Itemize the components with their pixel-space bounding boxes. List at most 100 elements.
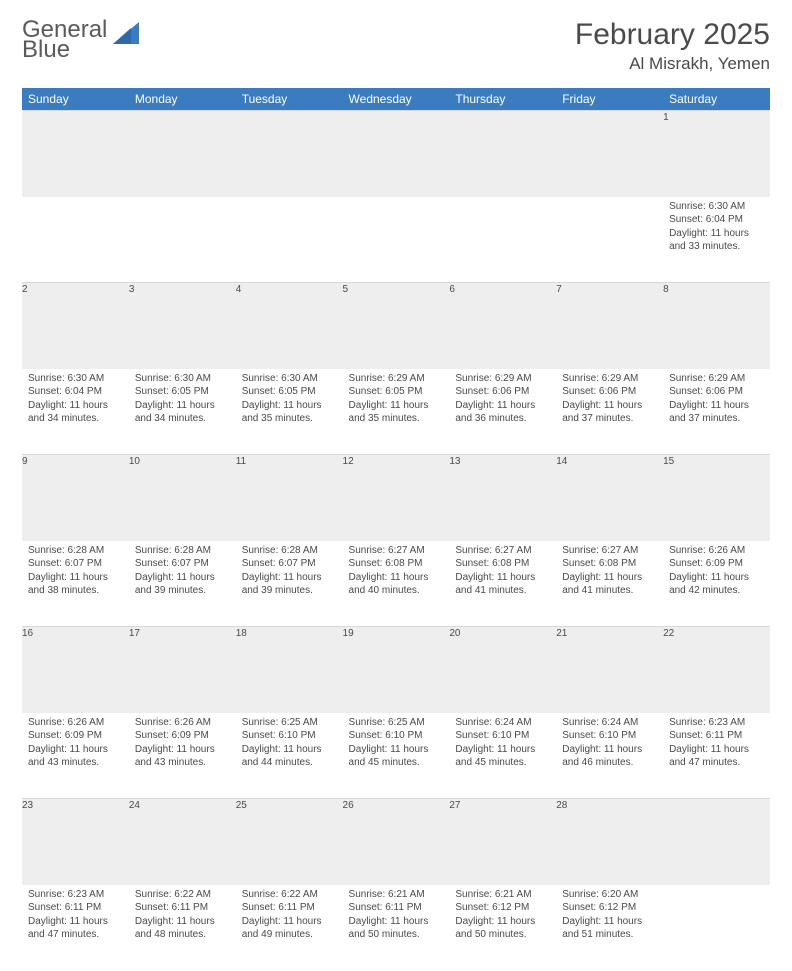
day-number: 13	[449, 456, 460, 467]
daylight-text: Daylight: 11 hours and 33 minutes.	[669, 227, 764, 254]
daylight-text: Daylight: 11 hours and 48 minutes.	[135, 915, 230, 942]
day-cell	[236, 197, 343, 283]
day-cell: Sunrise: 6:27 AMSunset: 6:08 PMDaylight:…	[556, 541, 663, 627]
daylight-text: Daylight: 11 hours and 39 minutes.	[242, 571, 337, 598]
day-cell	[663, 885, 770, 971]
day-number: 26	[343, 800, 354, 811]
daylight-text: Daylight: 11 hours and 39 minutes.	[135, 571, 230, 598]
day-cell: Sunrise: 6:26 AMSunset: 6:09 PMDaylight:…	[22, 713, 129, 799]
day-cell: Sunrise: 6:21 AMSunset: 6:11 PMDaylight:…	[343, 885, 450, 971]
day-cell: Sunrise: 6:26 AMSunset: 6:09 PMDaylight:…	[129, 713, 236, 799]
daylight-text: Daylight: 11 hours and 41 minutes.	[562, 571, 657, 598]
title-block: February 2025 Al Misrakh, Yemen	[575, 18, 770, 74]
daylight-text: Daylight: 11 hours and 47 minutes.	[669, 743, 764, 770]
sunset-text: Sunset: 6:05 PM	[242, 385, 337, 399]
weekday-header: Sunday	[22, 88, 129, 111]
day-number-cell	[343, 111, 450, 197]
daylight-text: Daylight: 11 hours and 36 minutes.	[455, 399, 550, 426]
sunset-text: Sunset: 6:08 PM	[455, 557, 550, 571]
daylight-text: Daylight: 11 hours and 38 minutes.	[28, 571, 123, 598]
sunrise-text: Sunrise: 6:26 AM	[135, 716, 230, 730]
daylight-text: Daylight: 11 hours and 41 minutes.	[455, 571, 550, 598]
sunset-text: Sunset: 6:10 PM	[455, 729, 550, 743]
day-cell	[556, 197, 663, 283]
sunrise-text: Sunrise: 6:28 AM	[135, 544, 230, 558]
logo: General Blue	[22, 18, 139, 62]
day-number: 12	[343, 456, 354, 467]
day-number-cell: 18	[236, 627, 343, 713]
daylight-text: Daylight: 11 hours and 43 minutes.	[28, 743, 123, 770]
day-number-cell: 2	[22, 283, 129, 369]
day-cell: Sunrise: 6:24 AMSunset: 6:10 PMDaylight:…	[449, 713, 556, 799]
sunset-text: Sunset: 6:09 PM	[135, 729, 230, 743]
day-cell	[129, 197, 236, 283]
sunset-text: Sunset: 6:08 PM	[562, 557, 657, 571]
day-number-cell: 5	[343, 283, 450, 369]
day-number-cell	[449, 111, 556, 197]
daylight-text: Daylight: 11 hours and 37 minutes.	[562, 399, 657, 426]
daylight-text: Daylight: 11 hours and 44 minutes.	[242, 743, 337, 770]
day-number-cell: 6	[449, 283, 556, 369]
day-cell: Sunrise: 6:30 AMSunset: 6:05 PMDaylight:…	[236, 369, 343, 455]
daylight-text: Daylight: 11 hours and 46 minutes.	[562, 743, 657, 770]
sunrise-text: Sunrise: 6:28 AM	[28, 544, 123, 558]
header: General Blue February 2025 Al Misrakh, Y…	[22, 18, 770, 74]
day-number-cell: 9	[22, 455, 129, 541]
day-number: 7	[556, 284, 562, 295]
week-row: Sunrise: 6:26 AMSunset: 6:09 PMDaylight:…	[22, 713, 770, 799]
day-cell: Sunrise: 6:30 AMSunset: 6:04 PMDaylight:…	[22, 369, 129, 455]
day-number: 22	[663, 628, 674, 639]
day-number: 10	[129, 456, 140, 467]
sunset-text: Sunset: 6:11 PM	[349, 901, 444, 915]
day-number-cell: 8	[663, 283, 770, 369]
sunset-text: Sunset: 6:09 PM	[669, 557, 764, 571]
day-cell: Sunrise: 6:29 AMSunset: 6:06 PMDaylight:…	[556, 369, 663, 455]
daylight-text: Daylight: 11 hours and 50 minutes.	[349, 915, 444, 942]
day-cell: Sunrise: 6:25 AMSunset: 6:10 PMDaylight:…	[236, 713, 343, 799]
day-number-cell: 7	[556, 283, 663, 369]
day-number-cell: 20	[449, 627, 556, 713]
day-number-cell: 17	[129, 627, 236, 713]
sunrise-text: Sunrise: 6:30 AM	[135, 372, 230, 386]
sunrise-text: Sunrise: 6:24 AM	[562, 716, 657, 730]
day-cell: Sunrise: 6:22 AMSunset: 6:11 PMDaylight:…	[129, 885, 236, 971]
day-number-cell: 23	[22, 799, 129, 885]
daylight-text: Daylight: 11 hours and 35 minutes.	[349, 399, 444, 426]
day-number-cell: 21	[556, 627, 663, 713]
sunset-text: Sunset: 6:08 PM	[349, 557, 444, 571]
daylight-text: Daylight: 11 hours and 45 minutes.	[349, 743, 444, 770]
sunrise-text: Sunrise: 6:26 AM	[669, 544, 764, 558]
day-cell: Sunrise: 6:27 AMSunset: 6:08 PMDaylight:…	[449, 541, 556, 627]
sunset-text: Sunset: 6:11 PM	[669, 729, 764, 743]
sunset-text: Sunset: 6:06 PM	[455, 385, 550, 399]
day-number-cell: 3	[129, 283, 236, 369]
day-cell	[22, 197, 129, 283]
sunset-text: Sunset: 6:07 PM	[242, 557, 337, 571]
weekday-header: Thursday	[449, 88, 556, 111]
day-number-cell: 15	[663, 455, 770, 541]
calendar-table: Sunday Monday Tuesday Wednesday Thursday…	[22, 88, 770, 971]
month-title: February 2025	[575, 18, 770, 52]
sunset-text: Sunset: 6:05 PM	[135, 385, 230, 399]
day-number-cell: 28	[556, 799, 663, 885]
sunset-text: Sunset: 6:10 PM	[242, 729, 337, 743]
day-number-cell: 24	[129, 799, 236, 885]
day-number-cell: 13	[449, 455, 556, 541]
day-number-cell: 19	[343, 627, 450, 713]
day-number: 20	[449, 628, 460, 639]
daylight-text: Daylight: 11 hours and 51 minutes.	[562, 915, 657, 942]
day-cell: Sunrise: 6:29 AMSunset: 6:06 PMDaylight:…	[663, 369, 770, 455]
sunset-text: Sunset: 6:06 PM	[669, 385, 764, 399]
sunrise-text: Sunrise: 6:27 AM	[455, 544, 550, 558]
sunrise-text: Sunrise: 6:20 AM	[562, 888, 657, 902]
sunrise-text: Sunrise: 6:23 AM	[28, 888, 123, 902]
day-number: 16	[22, 628, 33, 639]
day-number-cell: 22	[663, 627, 770, 713]
sunrise-text: Sunrise: 6:26 AM	[28, 716, 123, 730]
sunrise-text: Sunrise: 6:30 AM	[669, 200, 764, 214]
sunrise-text: Sunrise: 6:29 AM	[349, 372, 444, 386]
sunset-text: Sunset: 6:11 PM	[28, 901, 123, 915]
weekday-header: Tuesday	[236, 88, 343, 111]
day-cell: Sunrise: 6:20 AMSunset: 6:12 PMDaylight:…	[556, 885, 663, 971]
day-number: 11	[236, 456, 246, 467]
